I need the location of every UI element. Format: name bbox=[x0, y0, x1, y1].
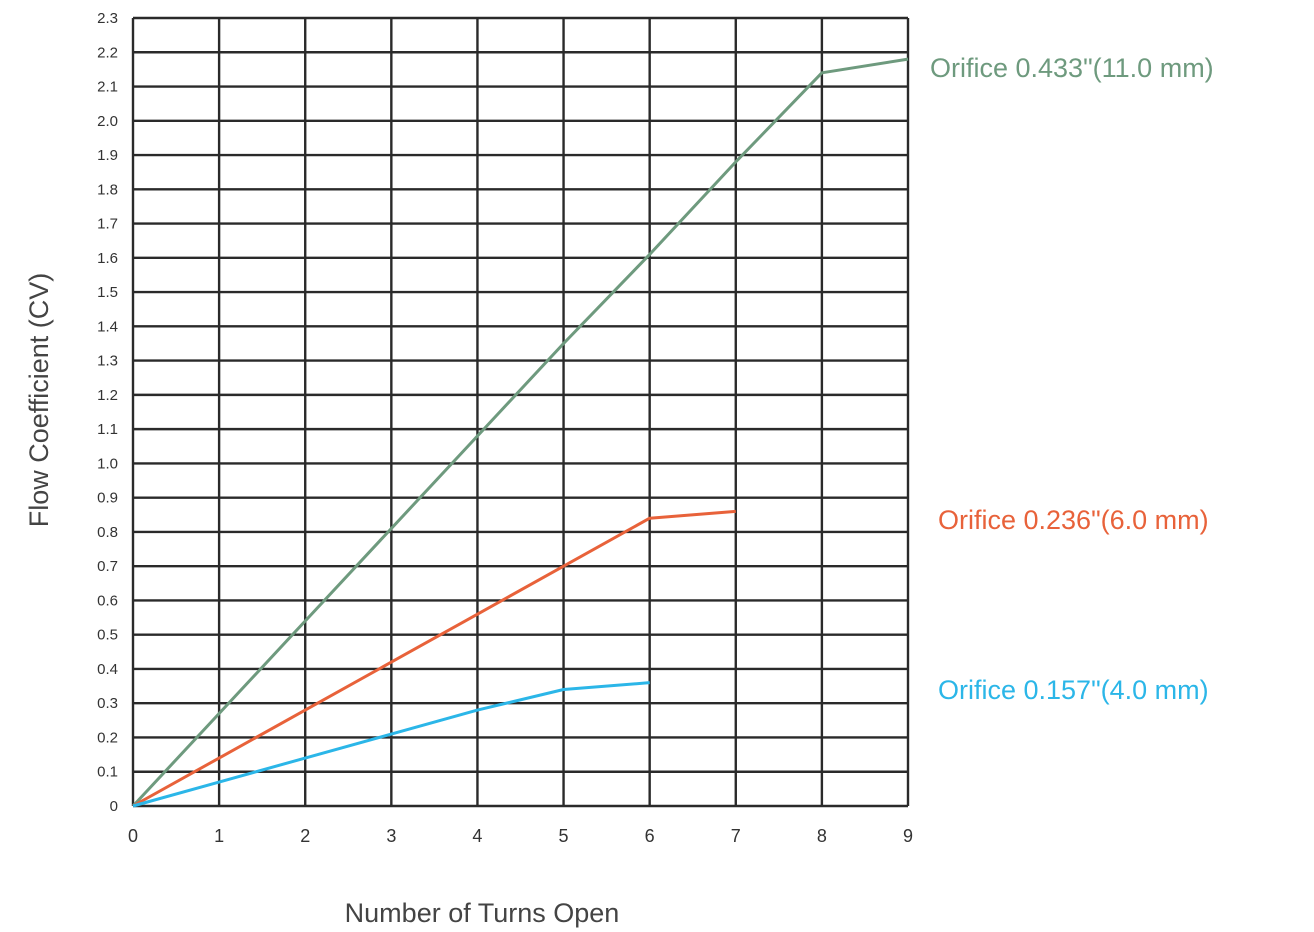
y-tick-label: 0 bbox=[110, 798, 118, 815]
x-tick-label: 7 bbox=[731, 826, 741, 846]
y-tick-labels: 0 0.1 0.2 0.3 0.4 0.5 0.6 0.7 0.8 0.9 1.0 1.1 1.2 1.3… bbox=[97, 10, 118, 815]
series-lines bbox=[131, 57, 909, 808]
y-tick-label: 1.4 bbox=[97, 318, 118, 335]
x-tick-label: 6 bbox=[645, 826, 655, 846]
x-tick-label: 9 bbox=[903, 826, 913, 846]
x-tick-label: 8 bbox=[817, 826, 827, 846]
y-tick-label: 2.3 bbox=[97, 10, 118, 27]
x-tick-label: 4 bbox=[472, 826, 482, 846]
series-line-1 bbox=[131, 57, 909, 808]
y-tick-label: 1.9 bbox=[97, 147, 118, 164]
y-tick-label: 0.4 bbox=[97, 661, 118, 678]
y-tick-label: 1.0 bbox=[97, 455, 118, 472]
y-tick-label: 0.3 bbox=[97, 695, 118, 712]
y-tick-label: 2.2 bbox=[97, 44, 118, 61]
y-tick-label: 1.7 bbox=[97, 216, 118, 233]
y-tick-label: 0.5 bbox=[97, 627, 118, 644]
series-label-1: Orifice 0.433"(11.0 mm) bbox=[930, 53, 1214, 83]
y-tick-label: 0.9 bbox=[97, 490, 118, 507]
y-tick-label: 1.5 bbox=[97, 284, 118, 301]
x-tick-label: 2 bbox=[300, 826, 310, 846]
y-tick-label: 0.2 bbox=[97, 729, 118, 746]
y-tick-label: 1.2 bbox=[97, 387, 118, 404]
x-tick-label: 0 bbox=[128, 826, 138, 846]
x-tick-label: 3 bbox=[386, 826, 396, 846]
series-line-3 bbox=[132, 681, 650, 808]
series-label-3: Orifice 0.157"(4.0 mm) bbox=[938, 675, 1209, 705]
y-tick-label: 1.6 bbox=[97, 250, 118, 267]
y-tick-label: 0.8 bbox=[97, 524, 118, 541]
y-tick-label: 0.7 bbox=[97, 558, 118, 575]
x-tick-label: 5 bbox=[559, 826, 569, 846]
y-tick-label: 1.1 bbox=[97, 421, 118, 438]
x-tick-labels: 0 1 2 3 4 5 6 7 8 9 bbox=[128, 826, 913, 846]
x-axis-title: Number of Turns Open bbox=[345, 898, 620, 928]
y-tick-label: 0.1 bbox=[97, 764, 118, 781]
y-tick-label: 2.0 bbox=[97, 113, 118, 130]
y-tick-label: 1.8 bbox=[97, 181, 118, 198]
y-tick-label: 2.1 bbox=[97, 79, 118, 96]
series-label-2: Orifice 0.236"(6.0 mm) bbox=[938, 505, 1209, 535]
series-line-2 bbox=[132, 509, 736, 808]
y-tick-label: 1.3 bbox=[97, 353, 118, 370]
series-labels: Orifice 0.433"(11.0 mm) Orifice 0.236"(6.… bbox=[930, 53, 1214, 705]
x-tick-label: 1 bbox=[214, 826, 224, 846]
y-tick-label: 0.6 bbox=[97, 592, 118, 609]
grid bbox=[131, 16, 910, 808]
y-axis-title: Flow Coefficient (CV) bbox=[24, 273, 54, 528]
